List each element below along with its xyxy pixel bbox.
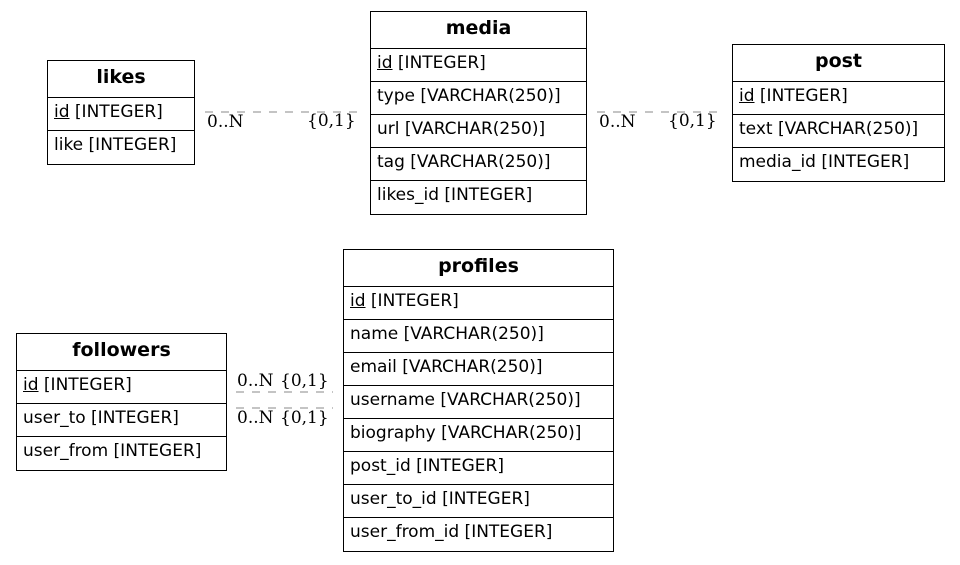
entity-profiles[interactable]: profiles id [INTEGER] name [VARCHAR(250)… [343, 249, 614, 552]
field-row: tag [VARCHAR(250)] [371, 148, 586, 181]
field-row: id [INTEGER] [17, 371, 226, 404]
field-row: id [INTEGER] [733, 82, 944, 115]
pk-type: [INTEGER] [759, 86, 848, 106]
primary-key: id [23, 375, 39, 395]
field-row: media_id [INTEGER] [739, 152, 910, 172]
entity-post[interactable]: post id [INTEGER] text [VARCHAR(250)] me… [732, 44, 945, 182]
cardinality-label: {0,1} [280, 408, 329, 428]
cardinality-label: 0..N [237, 371, 274, 391]
entity-title: followers [17, 334, 226, 371]
cardinality-label: 0..N [599, 112, 636, 132]
field-row: user_from [INTEGER] [23, 441, 202, 461]
cardinality-label: 0..N [207, 112, 244, 132]
field-row: email [VARCHAR(250)] [344, 353, 613, 386]
entity-followers[interactable]: followers id [INTEGER] user_to [INTEGER]… [16, 333, 227, 471]
entity-title: likes [48, 61, 194, 98]
field-row: id [INTEGER] [48, 98, 194, 131]
primary-key: id [54, 102, 70, 122]
pk-type: [INTEGER] [397, 53, 486, 73]
field-row: id [INTEGER] [344, 287, 613, 320]
field-row: user_to_id [INTEGER] [344, 485, 613, 518]
field-row: url [VARCHAR(250)] [371, 115, 586, 148]
entity-likes[interactable]: likes id [INTEGER] like [INTEGER] [47, 60, 195, 165]
pk-type: [INTEGER] [370, 291, 459, 311]
entity-media[interactable]: media id [INTEGER] type [VARCHAR(250)] u… [370, 11, 587, 215]
field-row: like [INTEGER] [54, 135, 177, 155]
field-row: id [INTEGER] [371, 49, 586, 82]
cardinality-label: {0,1} [307, 111, 356, 131]
field-row: biography [VARCHAR(250)] [344, 419, 613, 452]
cardinality-label: {0,1} [668, 111, 717, 131]
field-row: user_from_id [INTEGER] [350, 522, 553, 542]
field-row: name [VARCHAR(250)] [344, 320, 613, 353]
pk-type: [INTEGER] [74, 102, 163, 122]
cardinality-label: 0..N [237, 408, 274, 428]
entity-title: post [733, 45, 944, 82]
entity-title: profiles [344, 250, 613, 287]
primary-key: id [350, 291, 366, 311]
field-row: user_to [INTEGER] [17, 404, 226, 437]
field-row: username [VARCHAR(250)] [344, 386, 613, 419]
cardinality-label: {0,1} [280, 371, 329, 391]
field-row: likes_id [INTEGER] [377, 185, 533, 205]
pk-type: [INTEGER] [43, 375, 132, 395]
primary-key: id [377, 53, 393, 73]
field-row: type [VARCHAR(250)] [371, 82, 586, 115]
entity-title: media [371, 12, 586, 49]
primary-key: id [739, 86, 755, 106]
field-row: post_id [INTEGER] [344, 452, 613, 485]
field-row: text [VARCHAR(250)] [733, 115, 944, 148]
